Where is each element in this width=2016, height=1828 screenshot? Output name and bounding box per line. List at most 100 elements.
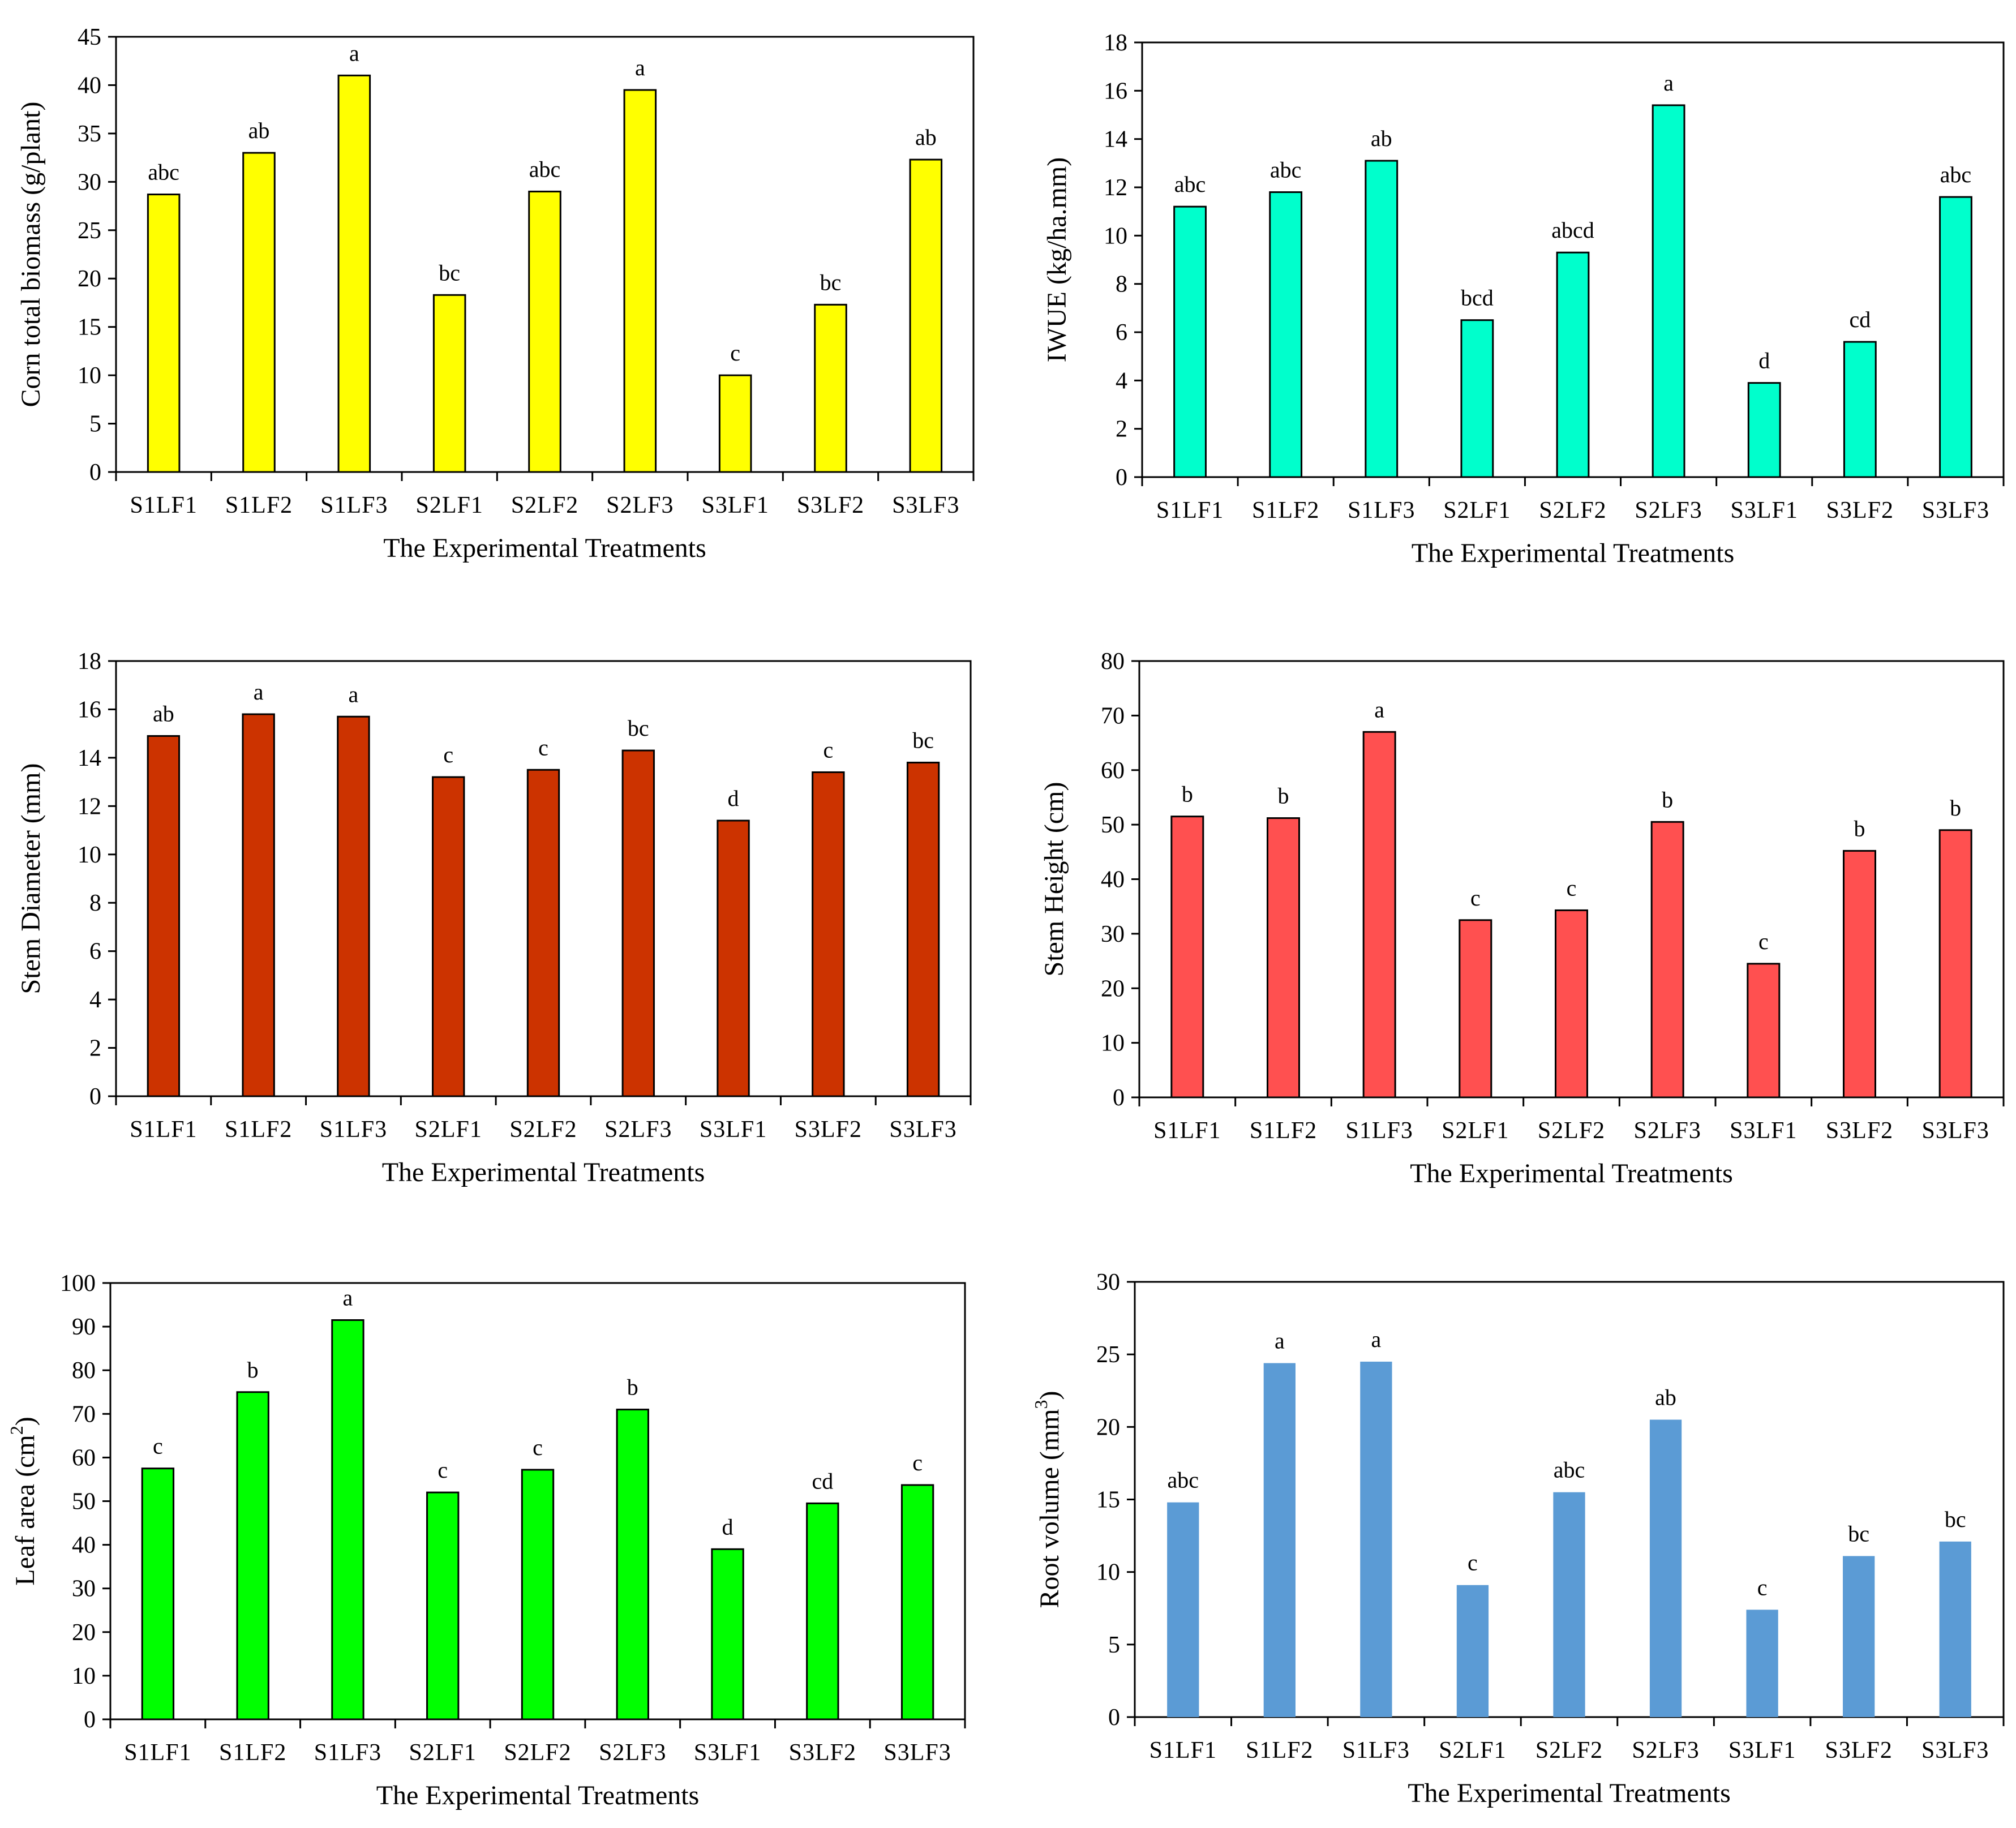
y-tick-label: 2 <box>89 1036 101 1062</box>
significance-letter: c <box>153 1434 163 1459</box>
y-tick-label: 25 <box>1096 1342 1120 1368</box>
bar-s2lf2 <box>521 1469 555 1720</box>
significance-letter: c <box>533 1435 543 1460</box>
x-category-label: S1LF3 <box>1342 1737 1410 1763</box>
chart-panel-3: 0 2 4 6 8 10 12 14 16 18 ab S1LF1 a S1LF2 a S1LF3 c S2LF1… <box>16 649 972 1187</box>
significance-letter: a <box>1371 1327 1382 1352</box>
bar-s2lf1 <box>1460 319 1494 478</box>
x-category-label: S2LF1 <box>409 1740 477 1766</box>
y-tick-label: 60 <box>72 1445 96 1471</box>
y-tick-label: 15 <box>78 315 101 341</box>
significance-letter: d <box>722 1514 734 1539</box>
x-category-label: S3LF2 <box>789 1740 856 1766</box>
significance-letter: ab <box>153 701 174 726</box>
x-category-label: S1LF1 <box>130 492 197 518</box>
y-axis-title: Stem Height (cm) <box>1039 782 1069 977</box>
bar-s1lf3 <box>337 74 371 473</box>
y-tick-label: 10 <box>1101 1031 1125 1057</box>
y-tick-label: 70 <box>1101 703 1125 729</box>
bar-s1lf3 <box>1360 1361 1392 1717</box>
x-category-label: S3LF2 <box>795 1117 862 1143</box>
bar-s2lf3 <box>616 1409 649 1720</box>
x-category-label: S2LF2 <box>1535 1737 1603 1763</box>
x-category-label: S1LF2 <box>225 1117 292 1143</box>
x-category-label: S2LF2 <box>504 1740 571 1766</box>
significance-letter: a <box>1275 1328 1285 1354</box>
y-tick-label: 6 <box>1116 320 1127 346</box>
bar-s1lf1 <box>147 735 181 1097</box>
bar-s3lf3 <box>1939 196 1972 478</box>
x-category-label: S1LF1 <box>124 1740 191 1766</box>
y-tick-label: 30 <box>78 169 101 195</box>
x-category-label: S3LF1 <box>701 492 769 518</box>
y-tick-label: 10 <box>78 363 101 389</box>
bar-s3lf3 <box>1938 829 1972 1098</box>
significance-letter: c <box>1567 875 1577 900</box>
y-tick-label: 30 <box>72 1576 96 1602</box>
x-category-label: S1LF2 <box>1252 497 1319 523</box>
bar-s2lf2 <box>1555 909 1588 1098</box>
bar-s2lf3 <box>1652 104 1685 478</box>
significance-letter: c <box>823 737 833 763</box>
x-category-label: S3LF3 <box>1922 497 1989 523</box>
significance-letter: cd <box>1849 307 1871 332</box>
bar-s3lf1 <box>717 819 750 1097</box>
y-tick-label: 25 <box>78 218 101 244</box>
bar-s3lf1 <box>1747 382 1781 478</box>
significance-letter: d <box>728 786 739 811</box>
y-axis-title: Corn total biomass (g/plant) <box>16 102 46 407</box>
y-tick-label: 18 <box>1104 30 1127 56</box>
x-category-label: S2LF3 <box>1632 1737 1699 1763</box>
x-category-label: S3LF2 <box>1826 497 1894 523</box>
y-tick-label: 14 <box>78 745 101 771</box>
x-category-label: S3LF3 <box>1921 1737 1989 1763</box>
y-tick-label: 6 <box>89 939 101 965</box>
x-category-label: S1LF3 <box>314 1740 381 1766</box>
bar-s2lf3 <box>1649 1419 1682 1717</box>
y-tick-label: 12 <box>78 793 101 819</box>
bar-s1lf2 <box>242 713 275 1097</box>
x-category-label: S1LF2 <box>219 1740 286 1766</box>
x-category-label: S1LF2 <box>225 492 293 518</box>
x-category-label: S2LF1 <box>1442 1118 1509 1144</box>
bar-s3lf2 <box>812 771 845 1097</box>
y-tick-label: 100 <box>60 1271 96 1297</box>
significance-letter: abc <box>1270 157 1302 183</box>
y-tick-label: 50 <box>1101 812 1125 838</box>
x-category-label: S3LF3 <box>1921 1118 1989 1144</box>
x-category-label: S2LF3 <box>599 1740 666 1766</box>
y-tick-label: 4 <box>1116 368 1127 394</box>
y-tick-label: 16 <box>1104 78 1127 104</box>
x-category-label: S2LF2 <box>511 492 578 518</box>
bar-s3lf1 <box>711 1548 744 1720</box>
y-axis-title: Stem Diameter (mm) <box>16 763 46 994</box>
significance-letter: bc <box>628 715 649 741</box>
bar-s2lf3 <box>621 749 655 1097</box>
bar-s3lf1 <box>1746 1610 1778 1717</box>
y-tick-label: 10 <box>72 1663 96 1689</box>
y-tick-label: 50 <box>72 1489 96 1515</box>
bar-s3lf3 <box>1939 1541 1971 1717</box>
x-category-label: S1LF1 <box>130 1117 197 1143</box>
bar-s3lf1 <box>718 374 752 473</box>
y-tick-label: 10 <box>1104 223 1127 249</box>
bar-s2lf1 <box>426 1491 460 1720</box>
x-category-label: S2LF1 <box>415 492 483 518</box>
significance-letter: c <box>1470 885 1481 911</box>
y-tick-label: 10 <box>78 842 101 868</box>
x-category-label: S1LF3 <box>1348 497 1415 523</box>
significance-letter: a <box>343 1285 353 1311</box>
bar-s2lf3 <box>623 89 657 473</box>
significance-letter: c <box>1468 1550 1478 1576</box>
bar-s2lf2 <box>1556 251 1590 478</box>
bar-s3lf2 <box>806 1502 839 1720</box>
significance-letter: abc <box>1940 162 1972 187</box>
significance-letter: a <box>254 679 264 705</box>
bar-s1lf1 <box>1173 205 1207 478</box>
significance-letter: bc <box>439 260 460 285</box>
y-tick-label: 4 <box>89 987 101 1013</box>
significance-letter: c <box>912 1450 923 1475</box>
x-category-label: S2LF1 <box>1439 1737 1506 1763</box>
bar-s1lf2 <box>236 1391 269 1720</box>
significance-letter: bc <box>912 727 934 753</box>
